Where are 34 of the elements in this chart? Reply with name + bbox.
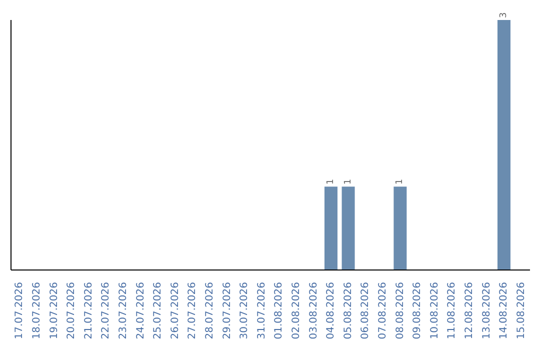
- x-tick-label: 05.08.2026: [342, 282, 354, 340]
- x-tick-label: 24.07.2026: [135, 282, 146, 340]
- x-tick-label: 23.07.2026: [118, 282, 129, 340]
- x-tick-label: 31.07.2026: [256, 282, 268, 340]
- data-label: 3: [498, 12, 509, 18]
- x-tick-label: 17.07.2026: [14, 282, 26, 340]
- data-label: 1: [326, 178, 336, 185]
- data-label: 1: [343, 178, 354, 185]
- x-tick-label: 27.07.2026: [187, 282, 198, 340]
- x-tick-label: 10.08.2026: [429, 282, 440, 340]
- x-tick-label: 06.08.2026: [360, 282, 372, 340]
- x-tick-label: 29.07.2026: [222, 282, 233, 340]
- x-tick-label: 13.08.2026: [481, 282, 492, 340]
- data-label: 1: [395, 178, 406, 185]
- x-tick-label: 15.08.2026: [516, 282, 527, 340]
- x-tick-label: 02.08.2026: [290, 282, 302, 340]
- x-tick-label: 14.08.2026: [498, 282, 510, 340]
- x-tick-label: 28.07.2026: [204, 282, 216, 340]
- x-tick-label: 09.08.2026: [412, 282, 424, 340]
- x-tick-label: 11.08.2026: [446, 282, 458, 340]
- x-tick-label: 19.07.2026: [48, 282, 60, 340]
- x-tick-label: 04.08.2026: [326, 282, 337, 340]
- x-tick-label: 21.07.2026: [83, 282, 94, 340]
- x-tick-label: 20.07.2026: [66, 282, 78, 340]
- x-tick-label: 03.08.2026: [308, 282, 320, 340]
- x-tick-label: 18.07.2026: [31, 282, 42, 340]
- x-tick-label: 30.07.2026: [239, 282, 250, 340]
- x-tick-label: 22.07.2026: [100, 282, 112, 340]
- x-tick-label: 08.08.2026: [394, 282, 406, 340]
- x-tick-label: 12.08.2026: [464, 282, 475, 340]
- x-tick-label: 25.07.2026: [152, 282, 164, 340]
- x-tick-label: 07.08.2026: [377, 282, 388, 340]
- x-tick-label: 26.07.2026: [170, 282, 181, 340]
- x-tick-label: 01.08.2026: [274, 282, 285, 340]
